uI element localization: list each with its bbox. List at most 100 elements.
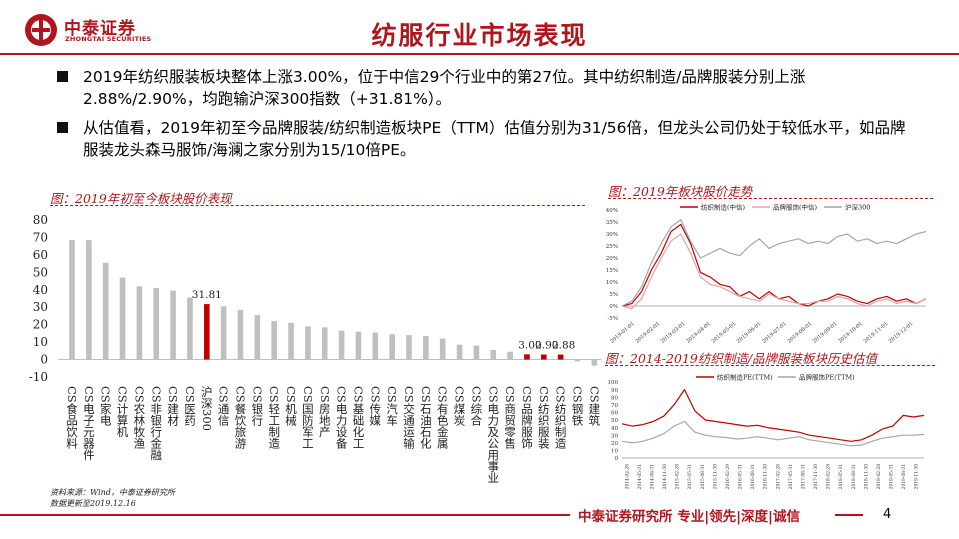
x-tick-label: 2015-05-31	[688, 464, 693, 490]
category-label: CS农林牧渔	[132, 386, 146, 449]
category-label: CS轻工制造	[267, 386, 281, 449]
y-tick-label: 30%	[606, 232, 618, 238]
category-label: CS食品饮料	[65, 386, 79, 449]
x-tick-label: 2019-05-31	[890, 464, 895, 490]
y-tick-label: 80	[33, 213, 48, 227]
y-tick-label: 50	[611, 418, 618, 424]
category-label: CS医药	[183, 386, 197, 426]
logo-text-cn: 中泰证券	[64, 19, 136, 39]
y-tick-label: 50	[33, 265, 48, 279]
y-tick-label: 60	[611, 411, 618, 417]
category-label: CS建材	[166, 386, 180, 426]
series-line	[621, 233, 927, 310]
bullet-square-icon	[57, 71, 68, 82]
bullet-item: 从估值看，2019年初至今品牌服装/纺织制造板块PE（TTM）估值分别为31/5…	[55, 117, 915, 161]
x-tick-label: 2015-11-30	[713, 464, 718, 490]
logo-text-en: ZHONGTAI SECURITIES	[65, 35, 152, 43]
bar	[507, 351, 513, 360]
y-tick-label: 5%	[609, 292, 618, 298]
bar	[288, 322, 294, 360]
bar	[305, 326, 311, 360]
left-chart-caption: 图：2019年初至今板块股价表现	[50, 191, 232, 206]
legend-label: 品牌服饰PE(TTM)	[799, 373, 855, 382]
x-tick-label: 2018-02-28	[827, 464, 832, 490]
bar	[69, 240, 75, 360]
bar	[389, 334, 395, 360]
y-tick-label: 80	[611, 395, 618, 401]
bar	[338, 330, 345, 360]
x-tick-label: 2014-02-28	[625, 464, 630, 490]
bar	[541, 354, 547, 360]
data-label: 2.90	[535, 339, 558, 351]
x-tick-label: 2014-08-31	[650, 464, 655, 490]
y-tick-label: 0	[615, 456, 619, 462]
y-tick-label: 60	[33, 248, 48, 262]
category-label: CS纺织服装	[537, 386, 551, 449]
bullet-item: 2019年纺织服装板块整体上涨3.00%，位于中信29个行业中的第27位。其中纺…	[55, 66, 915, 110]
category-label: CS电力设备	[335, 386, 349, 449]
logo-emblem-icon	[25, 14, 57, 46]
x-tick-label: 2019-07-01	[761, 321, 788, 345]
data-label: 2.88	[552, 340, 575, 352]
right-top-chart-caption: 图：2019年板块股价走势	[608, 184, 753, 199]
category-label: CS钢铁	[571, 386, 585, 426]
x-tick-label: 2016-05-31	[739, 464, 744, 490]
bar	[271, 321, 277, 360]
bar	[204, 304, 210, 360]
bar	[119, 277, 126, 360]
category-label: CS品牌服饰	[520, 386, 534, 449]
data-label: 31.81	[192, 289, 222, 301]
data-source-note: 资料来源：Wind，中泰证券研究所 数据更新至2019.12.16	[50, 487, 175, 509]
x-tick-label: 2019-05-01	[711, 321, 738, 345]
y-tick-label: 20	[611, 441, 618, 447]
sector-performance-bar-chart: 80 70 60 50 40 30 20 10 0 -10 CS食品饮料 CS电子元器件 CS家电 CS计…	[29, 213, 602, 483]
x-tick-label: 2019-03-01	[660, 321, 687, 345]
bar	[423, 336, 429, 360]
bar	[490, 349, 497, 360]
category-label: CS通信	[217, 386, 231, 426]
data-label: 3.00	[518, 339, 541, 351]
x-tick-label: 2016-08-31	[751, 464, 756, 490]
x-tick-label: 2017-05-31	[789, 464, 794, 490]
footer-slogan: 中泰证券研究所 专业|领先|深度|诚信	[578, 509, 800, 525]
x-tick-label: 2016-02-29	[726, 464, 731, 490]
category-label: CS餐饮旅游	[234, 386, 248, 449]
category-label: CS纺织制造	[554, 386, 568, 449]
bar	[102, 262, 109, 360]
x-tick-label: 2019-11-30	[915, 464, 920, 490]
x-tick-label: 2016-11-30	[764, 464, 769, 490]
bar	[557, 354, 564, 360]
page-number: 4	[883, 507, 892, 522]
x-tick-label: 2014-05-31	[638, 464, 643, 490]
category-label: CS有色金属	[436, 386, 450, 449]
x-tick-label: 2014-11-30	[663, 464, 668, 490]
y-tick-label: 0	[40, 353, 48, 367]
y-tick-label: 40	[33, 283, 48, 297]
x-tick-label: 2019-08-31	[902, 464, 907, 490]
legend-label: 纺织制造(中信)	[701, 203, 746, 212]
x-tick-label: 2015-02-28	[676, 464, 681, 490]
series-line	[621, 223, 927, 307]
footer-divider-right	[835, 514, 863, 516]
category-label: CS煤炭	[453, 386, 467, 426]
x-tick-label: 2019-04-01	[685, 321, 712, 345]
bar	[473, 345, 480, 360]
source-update-line: 数据更新至2019.12.16	[50, 499, 136, 508]
x-tick-label: 2019-10-01	[837, 321, 864, 345]
bullet-text: 2019年纺织服装板块整体上涨3.00%，位于中信29个行业中的第27位。其中纺…	[83, 68, 806, 108]
bar	[321, 327, 328, 360]
bullet-square-icon	[57, 122, 68, 133]
category-label: CS国防军工	[301, 386, 315, 449]
category-label: CS银行	[250, 386, 264, 426]
left-caption-divider	[50, 205, 585, 206]
category-label: CS基础化工	[351, 386, 365, 449]
x-tick-label: 2018-08-31	[852, 464, 857, 490]
footer-divider-left	[0, 514, 570, 516]
y-tick-label: 90	[611, 388, 618, 394]
company-logo: 中泰证券 ZHONGTAI SECURITIES	[24, 11, 174, 49]
x-tick-label: 2019-01-01	[609, 321, 636, 345]
x-tick-label: 2019-08-01	[787, 321, 814, 345]
y-tick-label: 35%	[606, 220, 618, 226]
category-label: CS机械	[284, 386, 298, 426]
y-tick-label: 15%	[606, 268, 618, 274]
